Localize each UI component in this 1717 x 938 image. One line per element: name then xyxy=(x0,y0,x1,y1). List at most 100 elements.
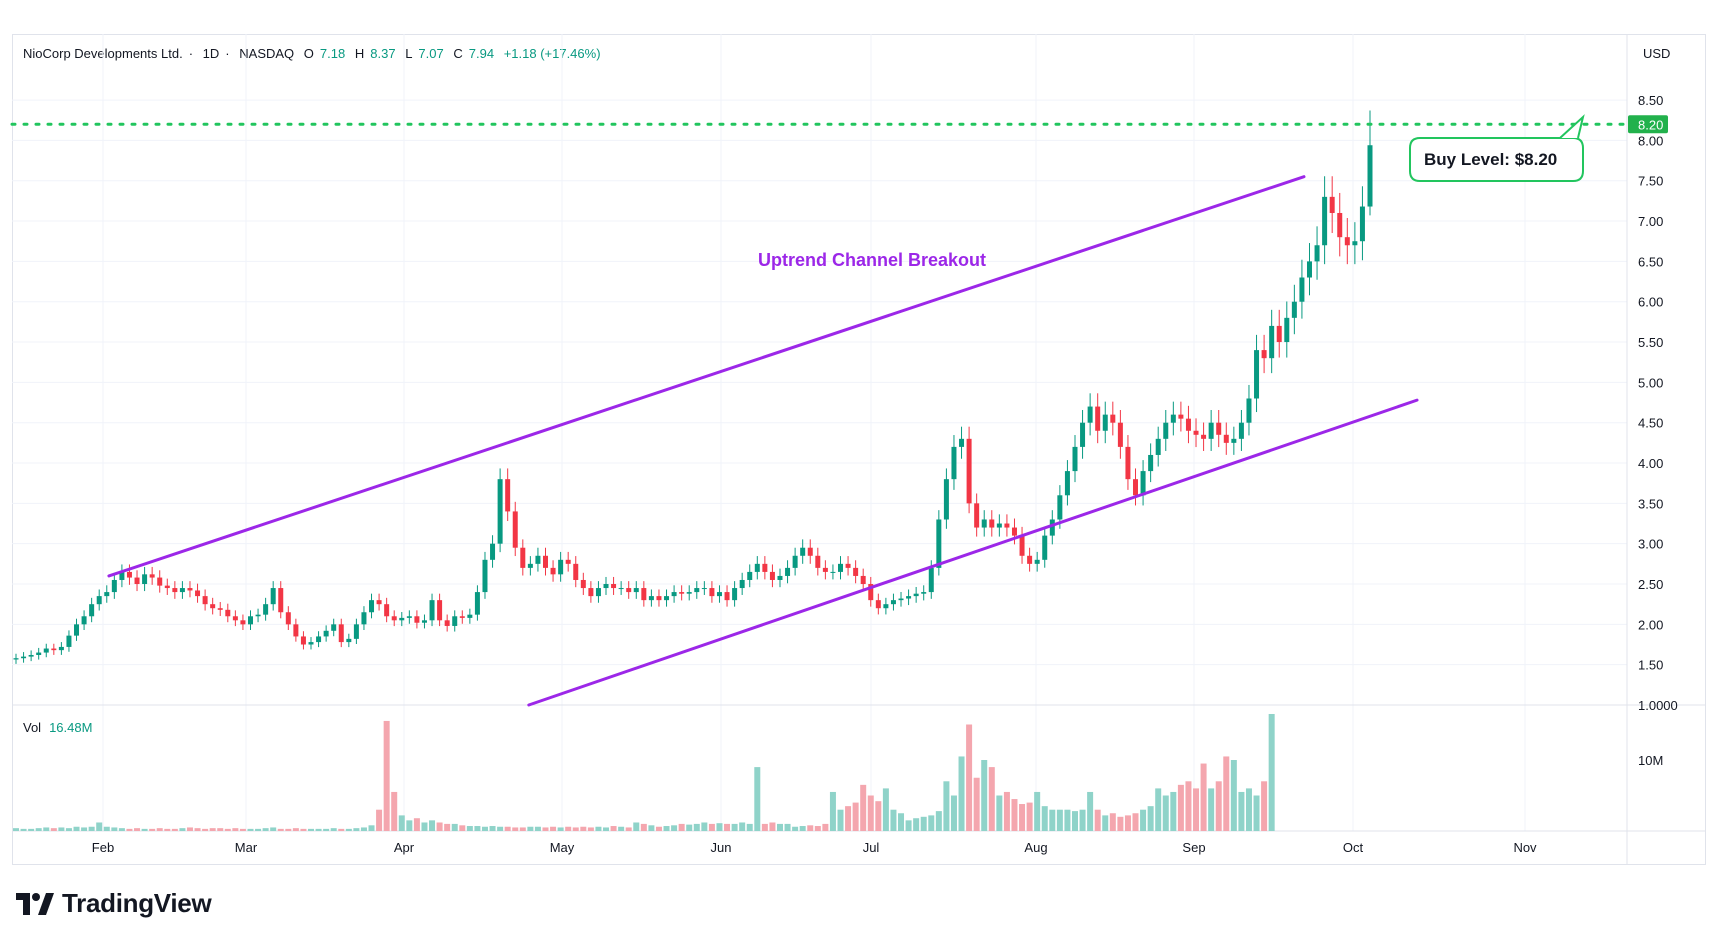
time-tick-label: Mar xyxy=(235,840,258,855)
volume-bar xyxy=(73,826,80,831)
price-tick-label: 7.50 xyxy=(1638,174,1663,189)
candle-body xyxy=(1359,206,1365,242)
candle-body xyxy=(830,571,836,573)
candle-body xyxy=(1269,325,1275,359)
low-label: L xyxy=(405,46,413,61)
price-axis[interactable]: 8.50 8.00 7.50 7.00 6.50 6.00 5.50 5.00 4.50 4.00… xyxy=(1638,93,1678,713)
candle-body xyxy=(951,446,957,480)
price-tick-label: 5.50 xyxy=(1638,335,1663,350)
candle-body xyxy=(1352,241,1358,246)
candle-body xyxy=(217,608,223,610)
candle-body xyxy=(1049,519,1055,536)
volume-bar xyxy=(368,825,375,831)
volume-value: 16.48M xyxy=(49,720,93,735)
volume-bar xyxy=(270,827,277,831)
candle-body xyxy=(1011,527,1017,536)
volume-bar xyxy=(164,828,171,831)
candle-body xyxy=(437,600,443,621)
volume-bar xyxy=(300,828,307,831)
interval[interactable]: 1D xyxy=(202,46,220,61)
candle-body xyxy=(588,588,594,597)
volume-bar xyxy=(648,825,655,831)
volume-bar xyxy=(822,823,829,831)
candle-body xyxy=(565,559,571,564)
volume-bar xyxy=(429,820,436,831)
volume-bar xyxy=(1238,791,1245,831)
time-tick-label: Apr xyxy=(394,840,415,855)
candle-body xyxy=(664,596,670,601)
close-value: 7.94 xyxy=(468,46,495,61)
volume-bar xyxy=(557,827,564,831)
candle-body xyxy=(505,479,511,512)
volume-bar xyxy=(451,823,458,831)
candle-body xyxy=(474,592,480,615)
volume-axis-tick: 10M xyxy=(1638,753,1663,768)
candle-body xyxy=(376,600,382,605)
volume-legend: Vol 16.48M xyxy=(23,720,92,735)
candle-body xyxy=(255,614,261,617)
volume-bar xyxy=(512,827,519,831)
volume-bar xyxy=(481,826,488,831)
volume-bar xyxy=(126,828,133,831)
price-badge-text: 8.20 xyxy=(1638,117,1663,132)
candle-body xyxy=(1329,196,1335,213)
candle-body xyxy=(1223,434,1229,443)
volume-bar xyxy=(913,818,920,831)
candle-body xyxy=(542,555,548,568)
candle-body xyxy=(595,588,601,597)
volume-bar xyxy=(829,791,836,831)
volume-bar xyxy=(550,826,557,831)
volume-bar xyxy=(1003,791,1010,831)
volume-bar xyxy=(134,828,141,831)
channel-annotation[interactable]: Uptrend Channel Breakout xyxy=(758,250,986,270)
volume-bar xyxy=(973,777,980,831)
candle-body xyxy=(883,604,889,609)
candle-body xyxy=(769,571,775,580)
volume-bar xyxy=(315,828,322,831)
candle-body xyxy=(1276,325,1282,343)
candle-body xyxy=(240,620,246,625)
volume-bar xyxy=(708,823,715,831)
volume-bar xyxy=(731,823,738,831)
volume-bar xyxy=(1170,791,1177,831)
volume-bar xyxy=(663,826,670,831)
candle-body xyxy=(316,636,322,643)
candle-body xyxy=(172,588,178,593)
volume-bar xyxy=(1041,806,1048,831)
price-tick-label: 6.50 xyxy=(1638,254,1663,269)
candle-body xyxy=(777,575,783,580)
volume-bar xyxy=(519,827,526,831)
candle-body xyxy=(1064,471,1070,496)
volume-bar xyxy=(1011,799,1018,831)
volume-bar xyxy=(746,823,753,831)
volume-bar xyxy=(1087,791,1094,831)
candle-body xyxy=(989,519,995,528)
candle-body xyxy=(558,559,564,575)
volume-bar xyxy=(769,822,776,831)
volume-bar xyxy=(928,815,935,831)
volume-bar xyxy=(603,827,610,831)
candle-body xyxy=(1095,406,1101,431)
candle-body xyxy=(1019,535,1025,556)
candle-body xyxy=(1125,446,1131,480)
volume-bar xyxy=(338,828,345,831)
volume-bar xyxy=(353,828,360,831)
price-tick-label: 6.00 xyxy=(1638,295,1663,310)
time-axis[interactable]: Feb Mar Apr May Jun Jul Aug Sep Oct Nov xyxy=(92,840,1537,855)
volume-bar xyxy=(35,828,42,831)
buy-level-callout[interactable]: Buy Level: $8.20 xyxy=(1409,114,1585,182)
volume-bar xyxy=(1208,788,1215,831)
candle-body xyxy=(921,592,927,594)
candle-body xyxy=(671,592,677,597)
candle-body xyxy=(520,547,526,568)
volume-bar xyxy=(580,826,587,831)
volume-bar xyxy=(141,828,148,831)
volume-bar xyxy=(398,815,405,831)
volume-bar xyxy=(1162,795,1169,831)
brand-logo[interactable]: TradingView xyxy=(16,888,212,919)
candle-body xyxy=(1367,145,1373,207)
currency-button[interactable]: USD xyxy=(1643,46,1671,61)
price-tick-label: 8.50 xyxy=(1638,93,1663,108)
volume-bar xyxy=(981,760,988,831)
